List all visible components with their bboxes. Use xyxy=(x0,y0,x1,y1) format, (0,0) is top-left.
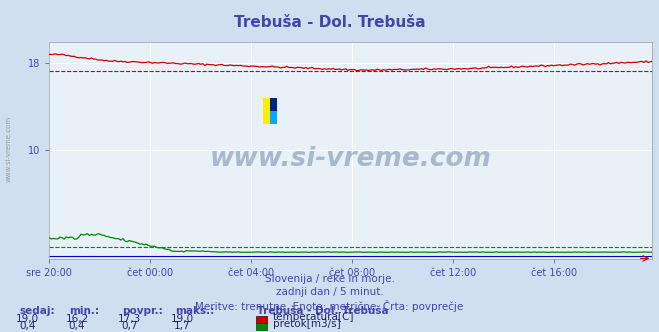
Bar xyxy=(270,98,277,111)
Text: 1,7: 1,7 xyxy=(174,321,191,331)
Text: 16,2: 16,2 xyxy=(65,314,89,324)
Text: 0,4: 0,4 xyxy=(19,321,36,331)
Text: povpr.:: povpr.: xyxy=(122,306,163,316)
Text: 0,7: 0,7 xyxy=(121,321,138,331)
Text: Slovenija / reke in morje.: Slovenija / reke in morje. xyxy=(264,274,395,284)
Bar xyxy=(270,111,277,124)
Text: 17,3: 17,3 xyxy=(118,314,142,324)
Text: pretok[m3/s]: pretok[m3/s] xyxy=(273,319,341,329)
Text: www.si-vreme.com: www.si-vreme.com xyxy=(5,116,12,183)
Text: temperatura[C]: temperatura[C] xyxy=(273,312,355,322)
Text: sedaj:: sedaj: xyxy=(20,306,55,316)
Text: 19,0: 19,0 xyxy=(171,314,194,324)
Text: www.si-vreme.com: www.si-vreme.com xyxy=(210,146,492,172)
Text: 0,4: 0,4 xyxy=(69,321,86,331)
Text: min.:: min.: xyxy=(69,306,100,316)
Text: 19,0: 19,0 xyxy=(16,314,40,324)
Text: maks.:: maks.: xyxy=(175,306,214,316)
Text: zadnji dan / 5 minut.: zadnji dan / 5 minut. xyxy=(275,287,384,297)
Text: Trebuša - Dol. Trebuša: Trebuša - Dol. Trebuša xyxy=(257,306,389,316)
Text: Meritve: trenutne  Enote: metrične  Črta: povprečje: Meritve: trenutne Enote: metrične Črta: … xyxy=(195,300,464,312)
Text: Trebuša - Dol. Trebuša: Trebuša - Dol. Trebuša xyxy=(234,15,425,30)
Bar xyxy=(264,98,277,124)
